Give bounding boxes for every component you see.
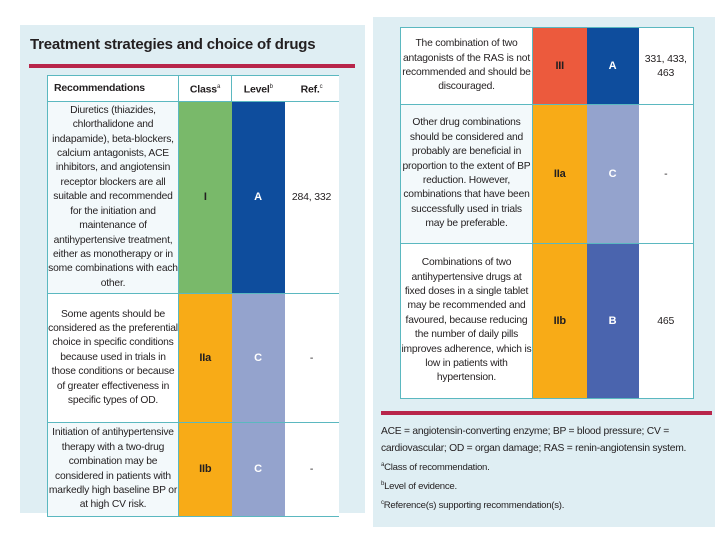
- footnote-a: aClass of recommendation.: [381, 457, 711, 476]
- class-cell: I: [178, 101, 232, 294]
- ref-cell: -: [284, 293, 339, 423]
- class-cell: IIb: [532, 243, 587, 399]
- level-cell: A: [586, 27, 639, 105]
- title-rule: [29, 64, 355, 68]
- footnote-b-sup: b: [381, 481, 385, 488]
- table-row: Other drug combinations should be consid…: [400, 104, 694, 244]
- table-row: Combinations of two antihypertensive dru…: [400, 243, 694, 399]
- level-cell: A: [231, 101, 285, 294]
- level-cell: C: [586, 104, 639, 244]
- ref-cell: -: [284, 422, 339, 517]
- footer-rule: [381, 411, 712, 415]
- header-ref-sup: c: [319, 84, 323, 91]
- class-cell: IIa: [532, 104, 587, 244]
- header-class-sup: a: [216, 84, 221, 91]
- header-class: Classa: [178, 75, 232, 102]
- recommendation-text: Diuretics (thiazides, chlorthalidone and…: [47, 101, 179, 294]
- page-title: Treatment strategies and choice of drugs: [30, 36, 316, 53]
- ref-cell: -: [638, 104, 694, 244]
- footnote-a-text: Class of recommendation.: [384, 462, 490, 474]
- table-row: The combination of two antagonists of th…: [400, 27, 694, 105]
- header-level-label: Level: [243, 83, 270, 96]
- table-row: Diuretics (thiazides, chlorthalidone and…: [47, 101, 339, 294]
- recommendation-text: Some agents should be considered as the …: [47, 293, 179, 423]
- footnote-a-sup: a: [381, 462, 385, 468]
- footnote-c: cReference(s) supporting recommendation(…: [381, 495, 711, 514]
- footnote-b: bLevel of evidence.: [381, 476, 711, 495]
- header-level-sup: b: [269, 84, 273, 91]
- footnote-c-sup: c: [381, 500, 384, 507]
- recommendation-text: Other drug combinations should be consid…: [400, 104, 533, 244]
- ref-cell: 331, 433, 463: [638, 27, 694, 105]
- table-row: Some agents should be considered as the …: [47, 293, 339, 423]
- header-class-label: Class: [189, 83, 217, 96]
- table-row: Initiation of antihypertensive therapy w…: [47, 422, 339, 517]
- recommendation-text: Combinations of two antihypertensive dru…: [400, 243, 533, 399]
- class-cell: IIb: [178, 422, 232, 517]
- footnote-b-text: Level of evidence.: [384, 481, 457, 493]
- footnote-c-text: Reference(s) supporting recommendation(s…: [383, 500, 565, 512]
- level-cell: C: [231, 422, 285, 517]
- class-cell: III: [532, 27, 587, 105]
- recommendations-table-left: Recommendations Classa Levelb Ref.c Diur…: [47, 75, 339, 517]
- class-cell: IIa: [178, 293, 232, 423]
- table-header-row: Recommendations Classa Levelb Ref.c: [47, 75, 339, 102]
- level-cell: B: [586, 243, 639, 399]
- header-level: Levelb: [231, 75, 285, 102]
- header-recommendations: Recommendations: [47, 75, 179, 102]
- ref-cell: 465: [638, 243, 694, 399]
- ref-cell: 284, 332: [284, 101, 339, 294]
- recommendation-text: The combination of two antagonists of th…: [400, 27, 533, 105]
- level-cell: C: [231, 293, 285, 423]
- header-recommendations-label: Recommendations: [54, 82, 145, 95]
- header-ref-label: Ref.: [300, 83, 320, 96]
- recommendations-table-right: The combination of two antagonists of th…: [400, 27, 694, 399]
- header-ref: Ref.c: [284, 75, 339, 102]
- recommendation-text: Initiation of antihypertensive therapy w…: [47, 422, 179, 517]
- footnotes: ACE = angiotensin-converting enzyme; BP …: [381, 423, 711, 515]
- footnote-abbreviations: ACE = angiotensin-converting enzyme; BP …: [381, 426, 687, 454]
